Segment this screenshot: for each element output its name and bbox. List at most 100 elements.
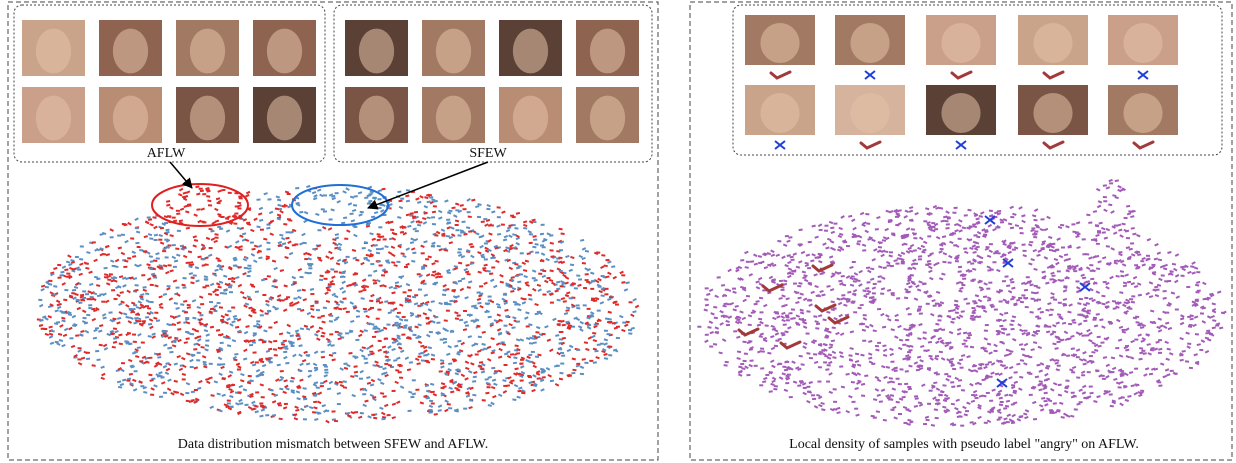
scatter-point — [765, 374, 769, 376]
scatter-point — [206, 237, 210, 240]
scatter-point — [1073, 270, 1077, 272]
scatter-point — [480, 368, 484, 370]
scatter-point — [457, 251, 461, 253]
scatter-point — [467, 273, 471, 275]
scatter-point — [193, 275, 197, 277]
scatter-point — [214, 269, 218, 272]
scatter-point — [154, 284, 158, 287]
scatter-point — [491, 266, 495, 268]
scatter-point — [379, 366, 383, 368]
scatter-point — [279, 388, 283, 391]
scatter-point — [989, 400, 993, 402]
scatter-point — [186, 262, 190, 264]
scatter-point — [72, 315, 76, 319]
scatter-point — [235, 326, 239, 329]
scatter-point — [585, 273, 589, 275]
scatter-point — [1040, 228, 1044, 231]
scatter-point — [345, 187, 349, 191]
scatter-point — [746, 261, 750, 263]
scatter-point — [176, 321, 180, 324]
scatter-point — [580, 373, 584, 375]
scatter-point — [481, 371, 485, 374]
scatter-point — [719, 322, 723, 326]
scatter-point — [503, 238, 507, 241]
scatter-point — [431, 358, 435, 360]
scatter-point — [1089, 386, 1093, 388]
scatter-point — [279, 210, 283, 214]
scatter-point — [57, 306, 61, 310]
scatter-point — [512, 233, 516, 236]
scatter-point — [516, 396, 520, 399]
scatter-point — [921, 245, 925, 248]
scatter-point — [431, 216, 435, 218]
scatter-point — [754, 263, 758, 266]
scatter-point — [199, 314, 203, 316]
scatter-point — [972, 312, 976, 314]
scatter-point — [99, 324, 103, 327]
scatter-point — [779, 376, 783, 380]
scatter-point — [1109, 276, 1113, 280]
scatter-point — [908, 388, 912, 390]
scatter-point — [972, 244, 976, 248]
scatter-point — [828, 346, 832, 349]
scatter-point — [607, 261, 611, 264]
scatter-point — [228, 374, 232, 378]
scatter-point — [722, 305, 726, 308]
scatter-point — [44, 317, 48, 321]
scatter-point — [125, 316, 129, 319]
scatter-point — [971, 318, 975, 320]
scatter-point — [1011, 287, 1015, 290]
scatter-point — [917, 365, 921, 367]
scatter-point — [709, 321, 713, 324]
scatter-point — [129, 373, 133, 376]
scatter-point — [822, 242, 826, 246]
scatter-point — [1023, 362, 1027, 365]
scatter-point — [938, 394, 942, 396]
scatter-point — [865, 292, 869, 295]
scatter-point — [148, 218, 152, 220]
scatter-point — [949, 331, 953, 334]
scatter-point — [604, 288, 608, 290]
scatter-point — [379, 264, 383, 266]
scatter-point — [488, 316, 492, 318]
scatter-point — [1051, 275, 1055, 277]
scatter-point — [342, 307, 346, 310]
scatter-point — [998, 372, 1002, 376]
scatter-point — [364, 400, 368, 403]
scatter-point — [1036, 364, 1040, 367]
scatter-point — [725, 361, 729, 363]
scatter-point — [251, 285, 255, 288]
scatter-point — [986, 288, 990, 290]
scatter-point — [427, 217, 431, 219]
scatter-point — [958, 238, 962, 240]
scatter-point — [337, 392, 341, 395]
scatter-point — [559, 378, 563, 381]
scatter-point — [635, 305, 639, 309]
scatter-point — [337, 403, 341, 405]
scatter-point — [910, 281, 914, 284]
scatter-point — [468, 216, 472, 219]
scatter-point — [1070, 415, 1074, 418]
face-shape — [513, 29, 548, 74]
scatter-point — [851, 401, 855, 403]
scatter-point — [940, 220, 944, 223]
scatter-point — [493, 383, 497, 386]
scatter-point — [353, 204, 357, 206]
scatter-point — [398, 200, 402, 203]
scatter-point — [812, 398, 816, 400]
scatter-point — [964, 345, 968, 347]
scatter-point — [785, 297, 789, 300]
scatter-point — [393, 264, 397, 267]
scatter-point — [1065, 269, 1069, 272]
scatter-point — [972, 268, 976, 271]
scatter-point — [45, 333, 49, 336]
scatter-point — [1045, 282, 1049, 285]
scatter-point — [159, 303, 163, 307]
scatter-point — [908, 365, 912, 368]
scatter-point — [855, 414, 859, 417]
scatter-point — [733, 308, 737, 311]
scatter-point — [269, 211, 273, 214]
scatter-point — [354, 195, 358, 197]
scatter-point — [531, 389, 535, 392]
scatter-point — [979, 261, 983, 263]
